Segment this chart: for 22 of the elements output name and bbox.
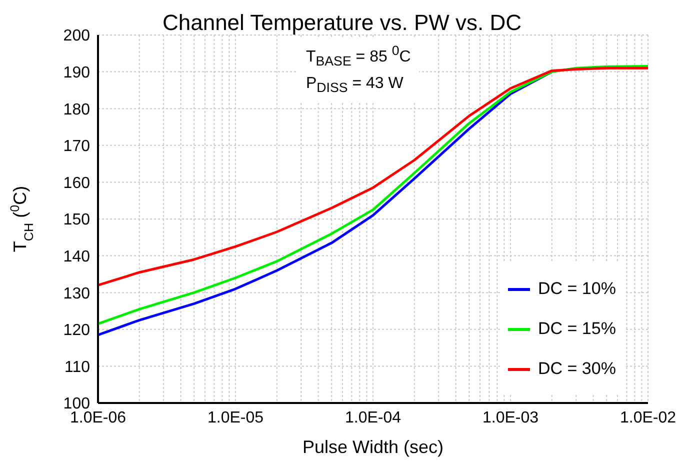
chart-title: Channel Temperature vs. PW vs. DC [162, 10, 522, 35]
legend-label: DC = 15% [538, 319, 616, 339]
y-tick-label: 120 [63, 322, 90, 340]
legend-label: DC = 10% [538, 279, 616, 299]
y-tick-label: 140 [63, 248, 90, 266]
y-tick-label: 170 [63, 138, 90, 156]
y-tick-label: 110 [64, 358, 90, 376]
x-axis-title: Pulse Width (sec) [302, 437, 444, 457]
legend-label: DC = 30% [538, 359, 616, 379]
y-tick-label: 150 [63, 212, 90, 229]
y-tick-label: 190 [63, 64, 90, 82]
y-tick-label: 200 [63, 28, 90, 45]
y-tick-label: 160 [63, 174, 90, 192]
annotation: P$_{DISS}$ = 43 W [306, 74, 404, 97]
y-tick-label: 130 [63, 285, 90, 302]
x-tick-label: 1.0E-06 [70, 409, 126, 426]
x-tick-label: 1.0E-03 [482, 409, 539, 426]
y-tick-label: 180 [63, 101, 90, 118]
annotation: T$_{BASE}$ = 85 $^{0}$C [306, 42, 411, 71]
x-tick-label: 1.0E-04 [344, 409, 402, 426]
x-tick-label: 1.0E-05 [207, 409, 264, 426]
x-tick-label: 1.0E-02 [620, 409, 676, 426]
